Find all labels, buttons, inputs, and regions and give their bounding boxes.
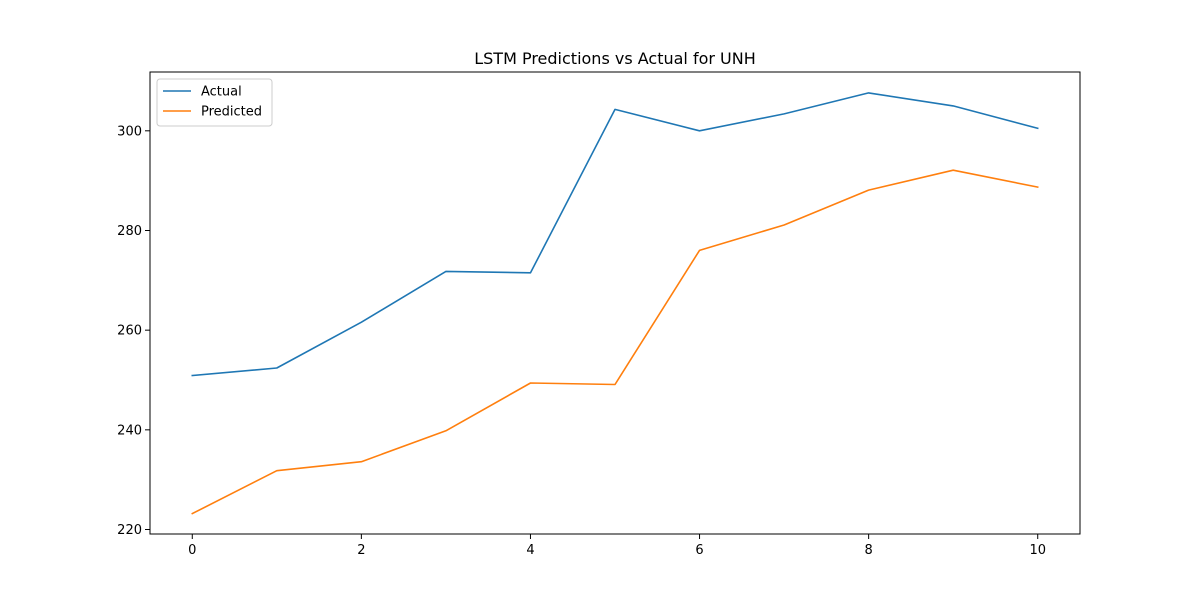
x-tick-label: 6 [695,543,703,558]
x-axis: 0 2 4 6 8 10 [188,534,1046,558]
plot-area: 0 2 4 6 8 10 220 240 260 280 300 [117,71,1081,558]
legend: Actual Predicted [156,78,273,127]
series-line-predicted [191,169,1039,515]
chart-title: LSTM Predictions vs Actual for UNH [474,49,756,68]
legend-label-predicted: Predicted [201,105,262,120]
y-tick-label: 240 [117,423,142,438]
y-tick-label: 260 [117,324,142,339]
series-line-actual [191,92,1039,377]
y-tick-label: 300 [117,124,142,139]
series-lines [191,92,1039,515]
y-axis: 220 240 260 280 300 [117,124,150,538]
x-tick-label: 8 [864,543,872,558]
y-tick-label: 280 [117,224,142,239]
x-tick-label: 4 [526,543,534,558]
y-tick-label: 220 [117,523,142,538]
x-tick-label: 10 [1029,543,1046,558]
axes-frame [149,71,1081,535]
legend-label-actual: Actual [201,85,242,100]
x-tick-label: 0 [188,543,196,558]
x-tick-label: 2 [357,543,365,558]
